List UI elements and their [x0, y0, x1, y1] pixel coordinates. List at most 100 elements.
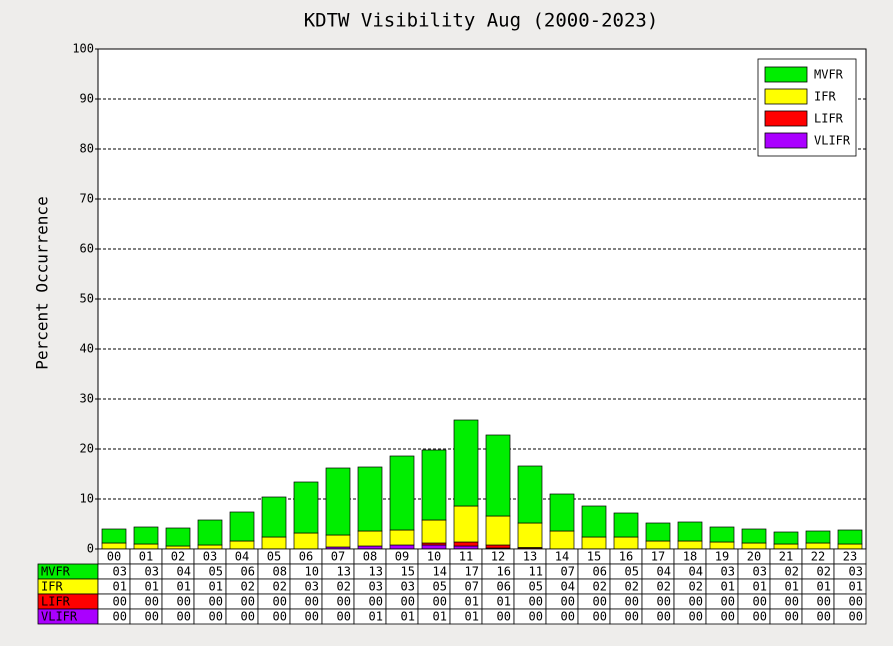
- table-value: 01: [177, 580, 191, 594]
- table-value: 00: [753, 610, 767, 624]
- x-tick-label: 04: [235, 550, 249, 564]
- legend-label: MVFR: [814, 68, 844, 82]
- legend-swatch: [764, 132, 808, 149]
- table-value: 05: [625, 565, 639, 579]
- bar-segment: [837, 529, 863, 545]
- bar-segment: [389, 529, 415, 546]
- bar-segment: [293, 532, 319, 550]
- table-value: 00: [561, 610, 575, 624]
- table-value: 00: [817, 595, 831, 609]
- table-value: 02: [817, 565, 831, 579]
- table-value: 01: [497, 595, 511, 609]
- table-value: 15: [401, 565, 415, 579]
- x-tick-label: 11: [459, 550, 473, 564]
- table-value: 00: [849, 595, 863, 609]
- table-value: 02: [625, 580, 639, 594]
- table-value: 01: [369, 610, 383, 624]
- x-tick-label: 22: [811, 550, 825, 564]
- bar-segment: [517, 465, 543, 524]
- x-tick-label: 18: [683, 550, 697, 564]
- table-value: 00: [209, 610, 223, 624]
- bar-segment: [805, 530, 831, 544]
- bar-segment: [453, 419, 479, 507]
- table-value: 08: [273, 565, 287, 579]
- x-tick-label: 17: [651, 550, 665, 564]
- table-value: 04: [657, 565, 671, 579]
- table-value: 00: [337, 610, 351, 624]
- x-tick-label: 09: [395, 550, 409, 564]
- table-value: 00: [337, 595, 351, 609]
- table-value: 04: [561, 580, 575, 594]
- table-value: 00: [657, 595, 671, 609]
- table-value: 00: [625, 595, 639, 609]
- bar-segment: [133, 543, 159, 550]
- x-tick-label: 01: [139, 550, 153, 564]
- bar-segment: [741, 542, 767, 550]
- table-value: 00: [177, 595, 191, 609]
- x-tick-label: 12: [491, 550, 505, 564]
- table-value: 00: [145, 595, 159, 609]
- table-value: 01: [753, 580, 767, 594]
- table-value: 02: [689, 580, 703, 594]
- table-value: 01: [401, 610, 415, 624]
- table-value: 13: [337, 565, 351, 579]
- table-value: 00: [689, 595, 703, 609]
- legend-label: LIFR: [814, 112, 844, 126]
- x-tick-label: 07: [331, 550, 345, 564]
- table-value: 01: [721, 580, 735, 594]
- table-value: 17: [465, 565, 479, 579]
- x-tick-label: 02: [171, 550, 185, 564]
- bar-segment: [549, 530, 575, 550]
- y-axis-label: Percent Occurrence: [33, 196, 52, 369]
- bar-segment: [485, 515, 511, 546]
- table-value: 14: [433, 565, 447, 579]
- table-cell: [833, 608, 867, 625]
- table-value: 01: [465, 595, 479, 609]
- table-value: 00: [305, 595, 319, 609]
- table-value: 10: [305, 565, 319, 579]
- bar-segment: [389, 455, 415, 531]
- table-value: 00: [113, 610, 127, 624]
- bar-segment: [645, 540, 671, 550]
- table-value: 00: [625, 610, 639, 624]
- bar-segment: [197, 544, 223, 550]
- table-value: 00: [753, 595, 767, 609]
- table-value: 00: [785, 595, 799, 609]
- y-tick-label: 100: [72, 42, 94, 56]
- x-tick-label: 05: [267, 550, 281, 564]
- table-value: 00: [113, 595, 127, 609]
- y-tick-label: 30: [80, 392, 94, 406]
- x-tick-label: 00: [107, 550, 121, 564]
- bar-segment: [101, 528, 127, 544]
- table-value: 00: [433, 595, 447, 609]
- table-value: 06: [497, 580, 511, 594]
- bar-segment: [837, 543, 863, 550]
- bar-segment: [805, 542, 831, 550]
- table-value: 04: [689, 565, 703, 579]
- table-value: 06: [593, 565, 607, 579]
- bar-segment: [677, 540, 703, 550]
- bar-segment: [293, 481, 319, 534]
- bar-segment: [325, 534, 351, 548]
- bar-segment: [261, 496, 287, 538]
- legend-label: VLIFR: [814, 134, 851, 148]
- table-value: 00: [241, 610, 255, 624]
- x-tick-label: 23: [843, 550, 857, 564]
- bar-segment: [709, 526, 735, 543]
- table-value: 03: [849, 565, 863, 579]
- table-value: 00: [657, 610, 671, 624]
- x-tick-label: 10: [427, 550, 441, 564]
- table-value: 07: [465, 580, 479, 594]
- legend-swatch: [764, 110, 808, 127]
- table-value: 05: [433, 580, 447, 594]
- bar-segment: [581, 536, 607, 550]
- bar-segment: [229, 511, 255, 542]
- table-value: 00: [273, 610, 287, 624]
- x-tick-label: 13: [523, 550, 537, 564]
- y-tick-label: 50: [80, 292, 94, 306]
- table-value: 02: [273, 580, 287, 594]
- table-value: 05: [529, 580, 543, 594]
- table-value: 03: [145, 565, 159, 579]
- x-tick-label: 15: [587, 550, 601, 564]
